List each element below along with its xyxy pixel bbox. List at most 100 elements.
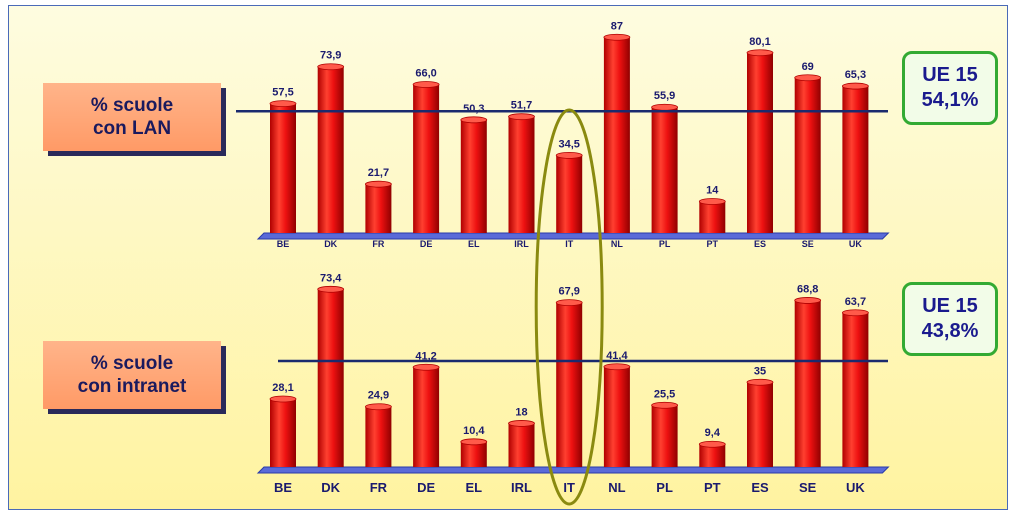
tick-label: PT [707, 239, 719, 249]
tick-label: BE [277, 239, 290, 249]
intranet-ue15-line-1: UE 15 [922, 295, 978, 317]
bar-de [412, 363, 440, 467]
chart-floor [256, 232, 890, 240]
value-label: 28,1 [272, 382, 293, 394]
bar-body [413, 367, 440, 467]
lan-ue15-line-2: 54,1% [921, 89, 979, 111]
bar-body [460, 441, 487, 467]
bar-dk [317, 285, 345, 467]
bar-pl [651, 401, 678, 467]
bar-cap [364, 180, 392, 188]
bar-es [746, 378, 774, 467]
value-label: 18 [515, 406, 527, 418]
tick-label: EL [468, 239, 480, 249]
bar-body [651, 405, 678, 467]
value-label: 80,1 [749, 36, 770, 48]
value-label: 57,5 [272, 87, 293, 99]
bar-cap [842, 82, 869, 90]
bar-cap [698, 440, 726, 448]
value-label: 63,7 [845, 296, 866, 308]
bar-el [460, 438, 488, 467]
bar-cap [269, 100, 297, 108]
bar-cap [555, 299, 583, 307]
bar-cap [412, 363, 440, 371]
bar-cap [317, 285, 345, 293]
bar-cap [412, 81, 440, 88]
tick-label: UK [849, 239, 862, 249]
bar-cap [603, 33, 631, 41]
bar-body [556, 302, 583, 467]
bar-cap [603, 363, 631, 371]
tick-label: UK [846, 480, 865, 495]
value-label: 65,3 [845, 69, 866, 81]
value-label: 35 [754, 365, 766, 377]
value-label: 67,9 [558, 286, 579, 298]
bar-cap [794, 297, 822, 304]
value-label: 41,2 [415, 350, 436, 362]
bar-fr [364, 180, 392, 233]
bar-dk [317, 63, 345, 233]
bar-body [603, 366, 630, 467]
bar-cap [842, 309, 869, 317]
bar-pt [698, 198, 726, 233]
bar-body [794, 77, 821, 233]
bar-el [460, 116, 488, 233]
tick-label: IT [563, 480, 575, 495]
bar-de [412, 81, 440, 233]
tick-label: SE [802, 239, 814, 249]
tick-label: IRL [511, 480, 532, 495]
it-highlight-ellipse [534, 108, 604, 506]
bar-body [556, 155, 583, 233]
bar-body [270, 103, 296, 233]
bar-nl [603, 33, 631, 233]
bar-cap [364, 403, 392, 411]
tick-label: EL [465, 480, 482, 495]
value-label: 34,5 [558, 138, 579, 150]
intranet-label-line-1: % scuole [90, 353, 174, 374]
value-label: 73,9 [320, 50, 341, 62]
intranet-chart: 28,1 BE 73,4 DK 24,9 FR 41,2 DE 10,4 EL 18 IRL 67,9 I… [256, 272, 890, 495]
chart-slide: 57,5 BE 73,9 DK 21,7 FR 66,0 DE 50,3 EL 51,7 IRL 34,… [8, 5, 1008, 510]
tick-label: FR [372, 239, 384, 249]
bar-cap [651, 401, 678, 409]
value-label: 25,5 [654, 388, 675, 400]
intranet-ue15-box: UE 15 43,8% [902, 282, 998, 356]
tick-label: ES [754, 239, 766, 249]
value-label: 69 [802, 61, 814, 73]
bar-cap [317, 63, 345, 71]
lan-ue15-box: UE 15 54,1% [902, 51, 998, 125]
chart-floor [256, 466, 890, 474]
value-label: 21,7 [368, 167, 389, 179]
bar-cap [460, 116, 488, 124]
bar-body [699, 444, 726, 467]
bar-pl [651, 103, 678, 233]
bar-nl [603, 363, 631, 467]
bar-it [555, 151, 583, 233]
bar-es [746, 49, 774, 234]
value-label: 50,3 [463, 103, 484, 115]
bar-body [747, 382, 773, 467]
tick-label: BE [274, 480, 292, 495]
value-label: 10,4 [463, 425, 485, 437]
tick-label: ES [751, 480, 769, 495]
value-label: 55,9 [654, 90, 675, 102]
bar-body [270, 398, 296, 467]
value-label: 73,4 [320, 272, 342, 284]
bar-body [317, 66, 344, 233]
tick-label: DK [321, 480, 340, 495]
bar-body [603, 37, 630, 233]
lan-label-box: % scuole con LAN [43, 83, 221, 151]
bar-cap [460, 438, 488, 446]
tick-label: SE [799, 480, 817, 495]
bar-body [365, 406, 392, 467]
lan-label-line-2: con LAN [92, 118, 172, 139]
bar-cap [555, 151, 583, 159]
bar-body [413, 84, 440, 233]
bar-se [794, 297, 822, 467]
tick-label: IT [565, 239, 574, 249]
tick-label: FR [370, 480, 388, 495]
tick-label: DK [324, 239, 337, 249]
bar-body [747, 52, 773, 234]
intranet-label-line-2: con intranet [77, 376, 187, 397]
tick-label: PL [659, 239, 671, 249]
